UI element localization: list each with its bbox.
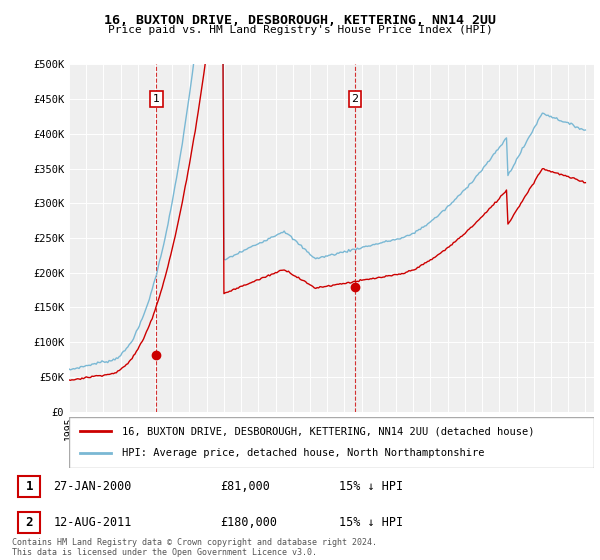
Text: 15% ↓ HPI: 15% ↓ HPI xyxy=(338,480,403,493)
Text: HPI: Average price, detached house, North Northamptonshire: HPI: Average price, detached house, Nort… xyxy=(121,449,484,459)
FancyBboxPatch shape xyxy=(69,417,594,468)
Text: 2: 2 xyxy=(25,516,33,529)
FancyBboxPatch shape xyxy=(18,476,40,497)
Text: 1: 1 xyxy=(25,480,33,493)
Text: £81,000: £81,000 xyxy=(220,480,270,493)
Text: 2: 2 xyxy=(352,94,359,104)
Text: 12-AUG-2011: 12-AUG-2011 xyxy=(53,516,132,529)
Text: 27-JAN-2000: 27-JAN-2000 xyxy=(53,480,132,493)
Text: £180,000: £180,000 xyxy=(220,516,277,529)
FancyBboxPatch shape xyxy=(18,512,40,533)
Text: 16, BUXTON DRIVE, DESBOROUGH, KETTERING, NN14 2UU (detached house): 16, BUXTON DRIVE, DESBOROUGH, KETTERING,… xyxy=(121,426,534,436)
Text: 16, BUXTON DRIVE, DESBOROUGH, KETTERING, NN14 2UU: 16, BUXTON DRIVE, DESBOROUGH, KETTERING,… xyxy=(104,14,496,27)
Text: Price paid vs. HM Land Registry's House Price Index (HPI): Price paid vs. HM Land Registry's House … xyxy=(107,25,493,35)
Text: 1: 1 xyxy=(153,94,160,104)
Text: Contains HM Land Registry data © Crown copyright and database right 2024.
This d: Contains HM Land Registry data © Crown c… xyxy=(12,538,377,557)
Text: 15% ↓ HPI: 15% ↓ HPI xyxy=(338,516,403,529)
